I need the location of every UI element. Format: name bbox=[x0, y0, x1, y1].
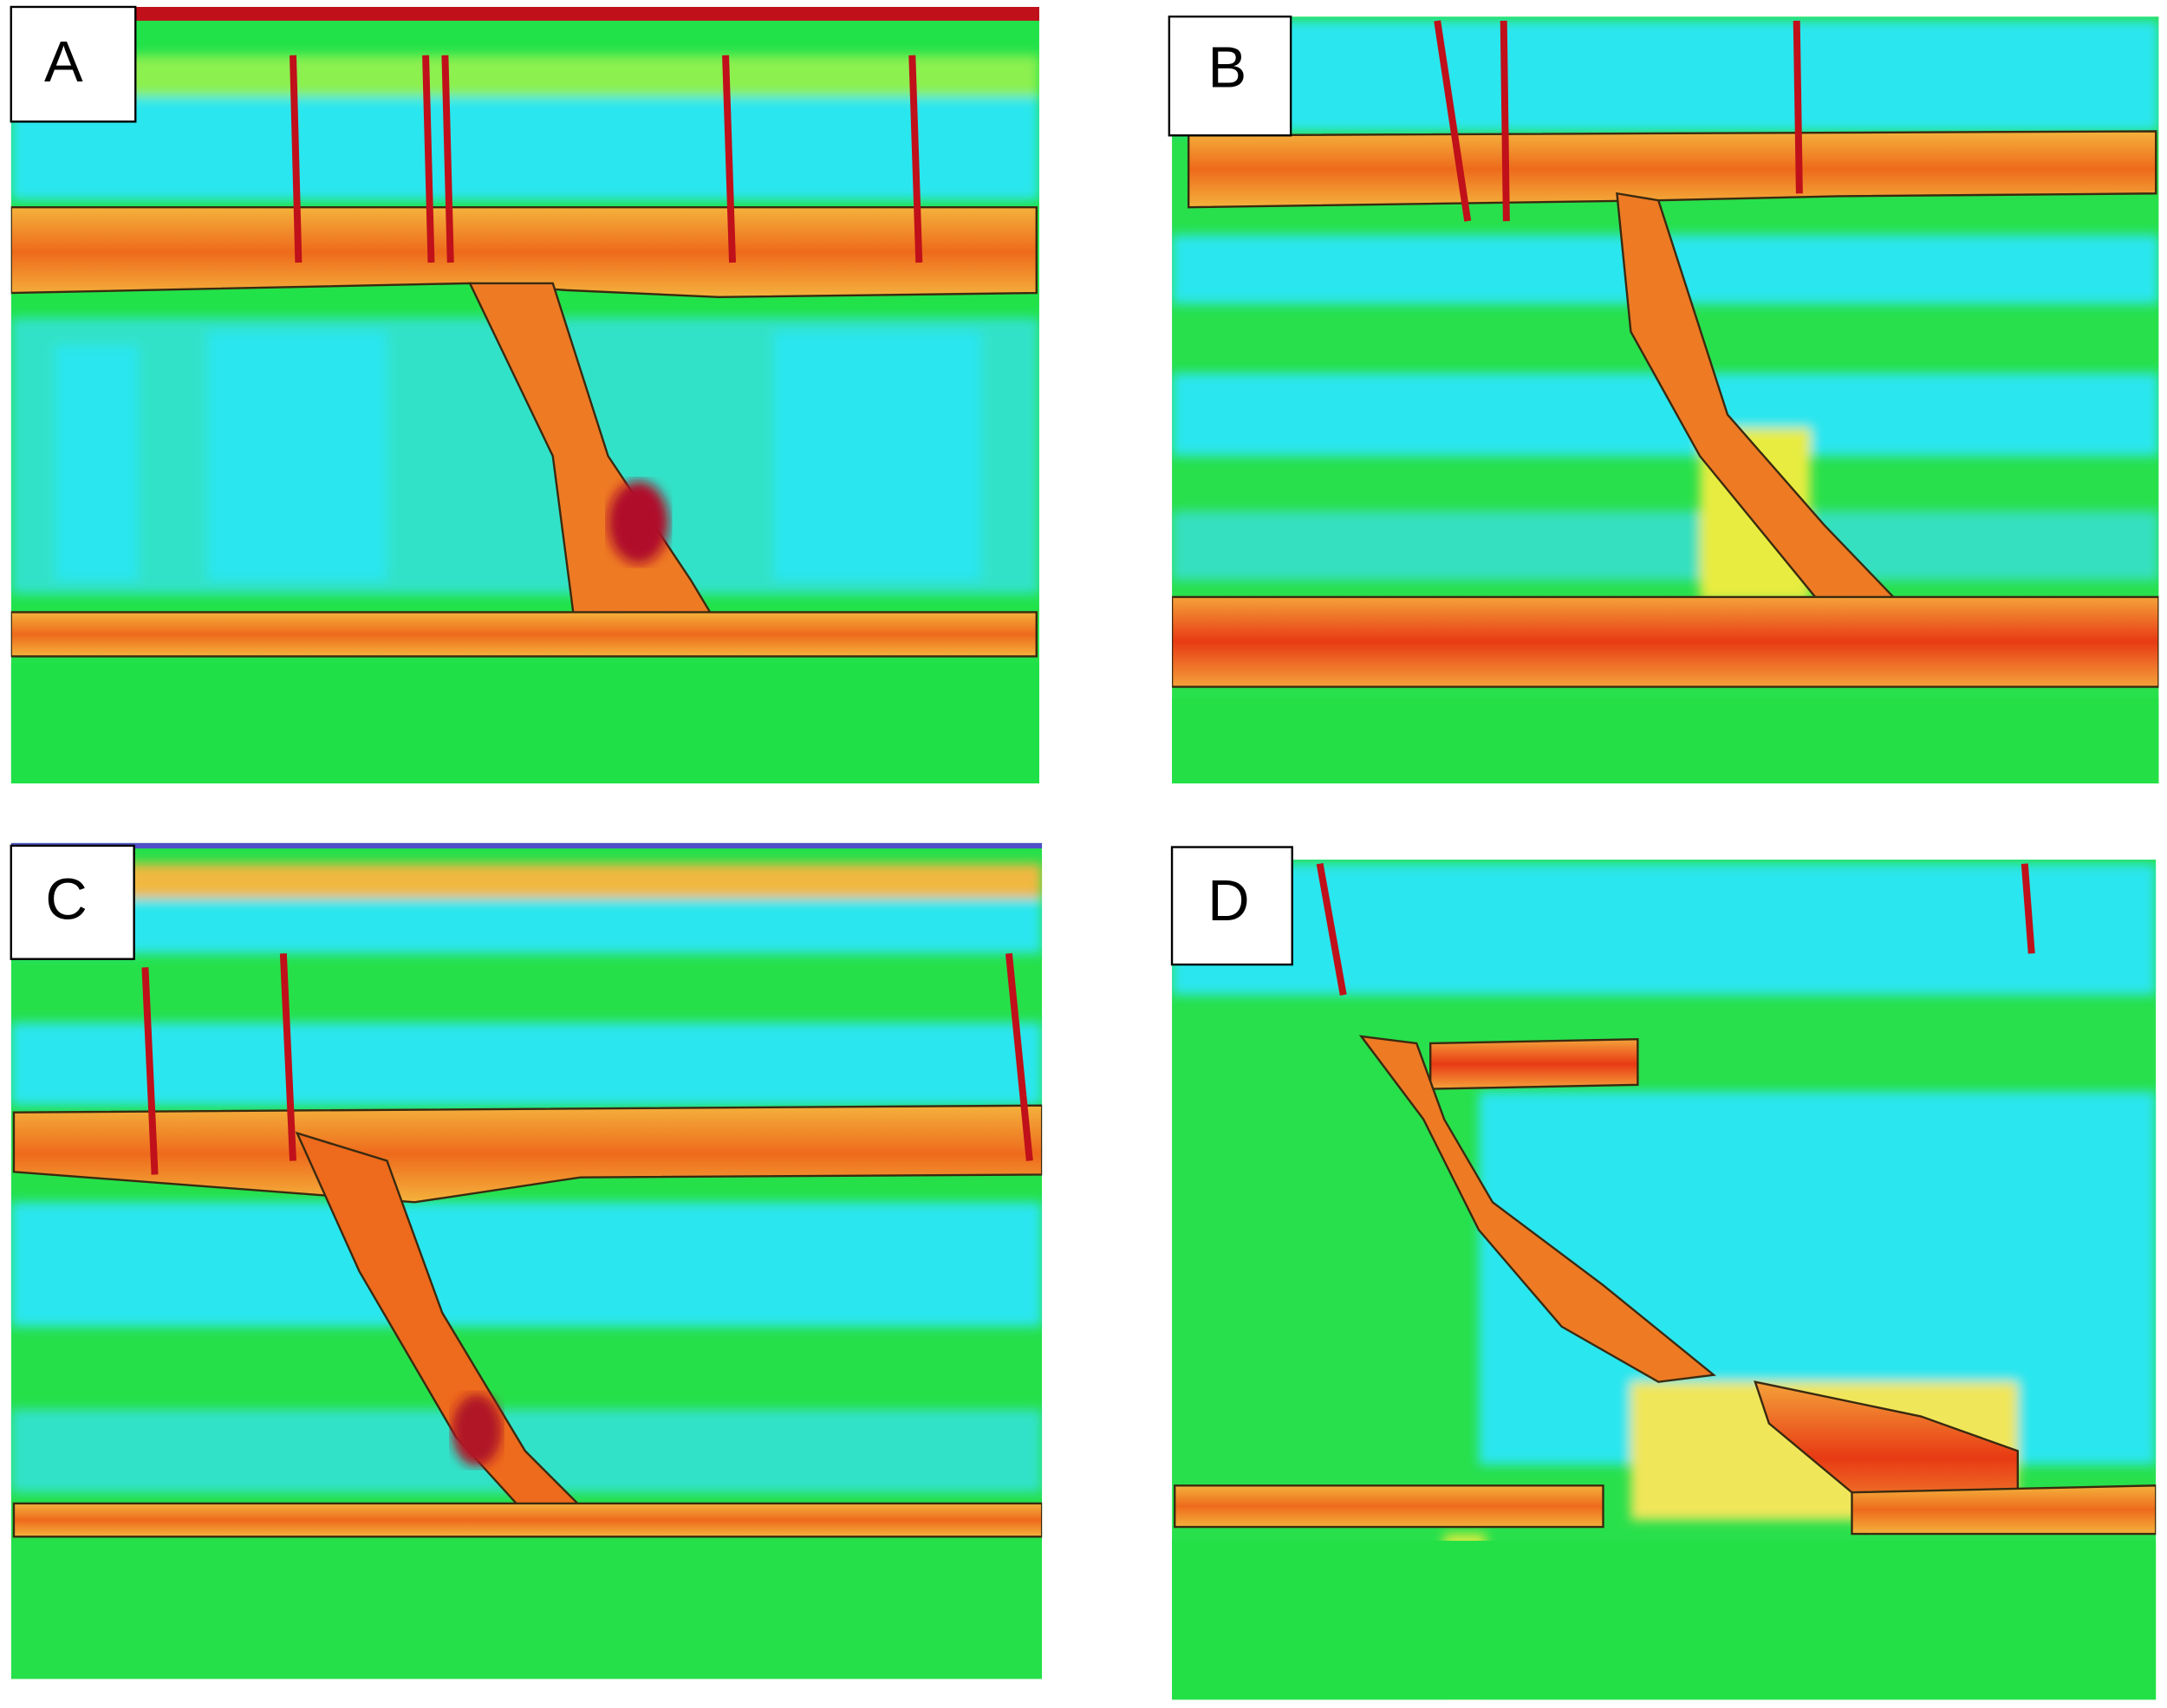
panel-label: A bbox=[44, 29, 83, 94]
label-box bbox=[1170, 846, 1293, 966]
panel-d bbox=[1172, 859, 2157, 1700]
panel-label: C bbox=[45, 867, 87, 932]
panel-a bbox=[10, 6, 1039, 784]
panel-label: D bbox=[1207, 868, 1249, 933]
panel-label: B bbox=[1207, 36, 1246, 101]
label-box bbox=[10, 5, 137, 123]
label-box bbox=[1168, 15, 1292, 137]
panel-b bbox=[1172, 16, 2159, 784]
label-box bbox=[10, 844, 135, 960]
panel-c bbox=[10, 842, 1043, 1679]
